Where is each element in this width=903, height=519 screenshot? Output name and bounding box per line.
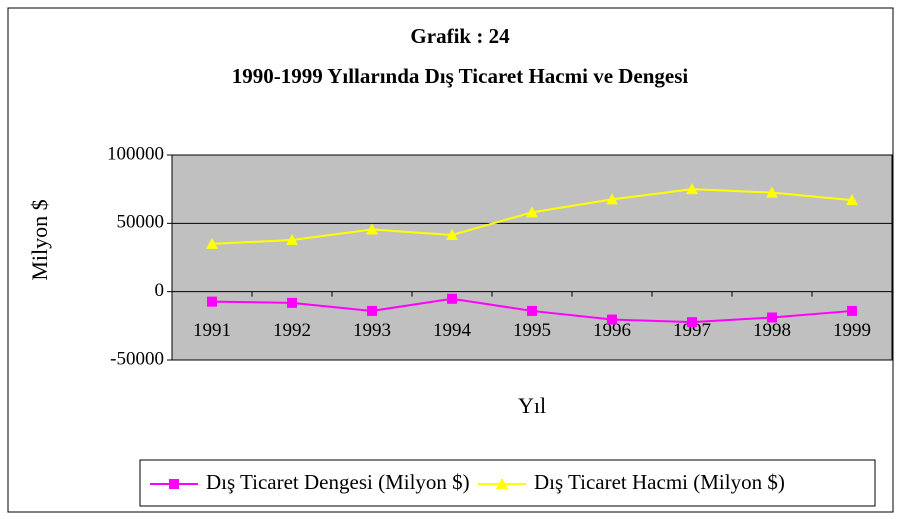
marker bbox=[766, 186, 778, 198]
marker bbox=[687, 317, 697, 328]
chart-subtitle: 1990-1999 Yıllarında Dış Ticaret Hacmi v… bbox=[232, 64, 689, 88]
y-tick-label: 0 bbox=[155, 280, 165, 301]
marker bbox=[207, 296, 217, 307]
marker bbox=[847, 305, 857, 316]
x-tick-label: 1997 bbox=[673, 320, 711, 341]
x-tick-label: 1993 bbox=[353, 320, 391, 341]
legend-label: Dış Ticaret Hacmi (Milyon $) bbox=[534, 470, 785, 494]
y-tick-label: -50000 bbox=[110, 348, 164, 369]
x-tick-label: 1994 bbox=[433, 320, 472, 341]
x-axis-label: Yıl bbox=[518, 393, 546, 418]
marker bbox=[606, 193, 618, 205]
marker bbox=[286, 234, 298, 246]
x-tick-label: 1996 bbox=[593, 320, 631, 341]
y-tick-label: 50000 bbox=[117, 212, 165, 233]
marker bbox=[846, 194, 858, 206]
y-tick-label: 100000 bbox=[107, 143, 164, 164]
marker bbox=[206, 237, 218, 249]
marker bbox=[367, 305, 377, 316]
y-axis-label: Milyon $ bbox=[27, 199, 52, 280]
marker bbox=[287, 297, 297, 308]
x-tick-label: 1995 bbox=[513, 320, 551, 341]
marker bbox=[446, 228, 458, 240]
marker bbox=[767, 312, 777, 323]
x-tick-label: 1992 bbox=[273, 320, 311, 341]
legend-label: Dış Ticaret Dengesi (Milyon $) bbox=[206, 470, 470, 494]
marker bbox=[527, 305, 537, 316]
marker bbox=[366, 223, 378, 235]
x-tick-label: 1999 bbox=[833, 320, 871, 341]
marker bbox=[496, 478, 508, 489]
marker bbox=[526, 206, 538, 218]
x-tick-label: 1998 bbox=[753, 320, 791, 341]
marker bbox=[686, 183, 698, 195]
marker bbox=[169, 479, 179, 489]
chart-title: Grafik : 24 bbox=[410, 24, 510, 48]
marker bbox=[607, 314, 617, 325]
marker bbox=[447, 293, 457, 304]
x-tick-label: 1991 bbox=[193, 320, 231, 341]
